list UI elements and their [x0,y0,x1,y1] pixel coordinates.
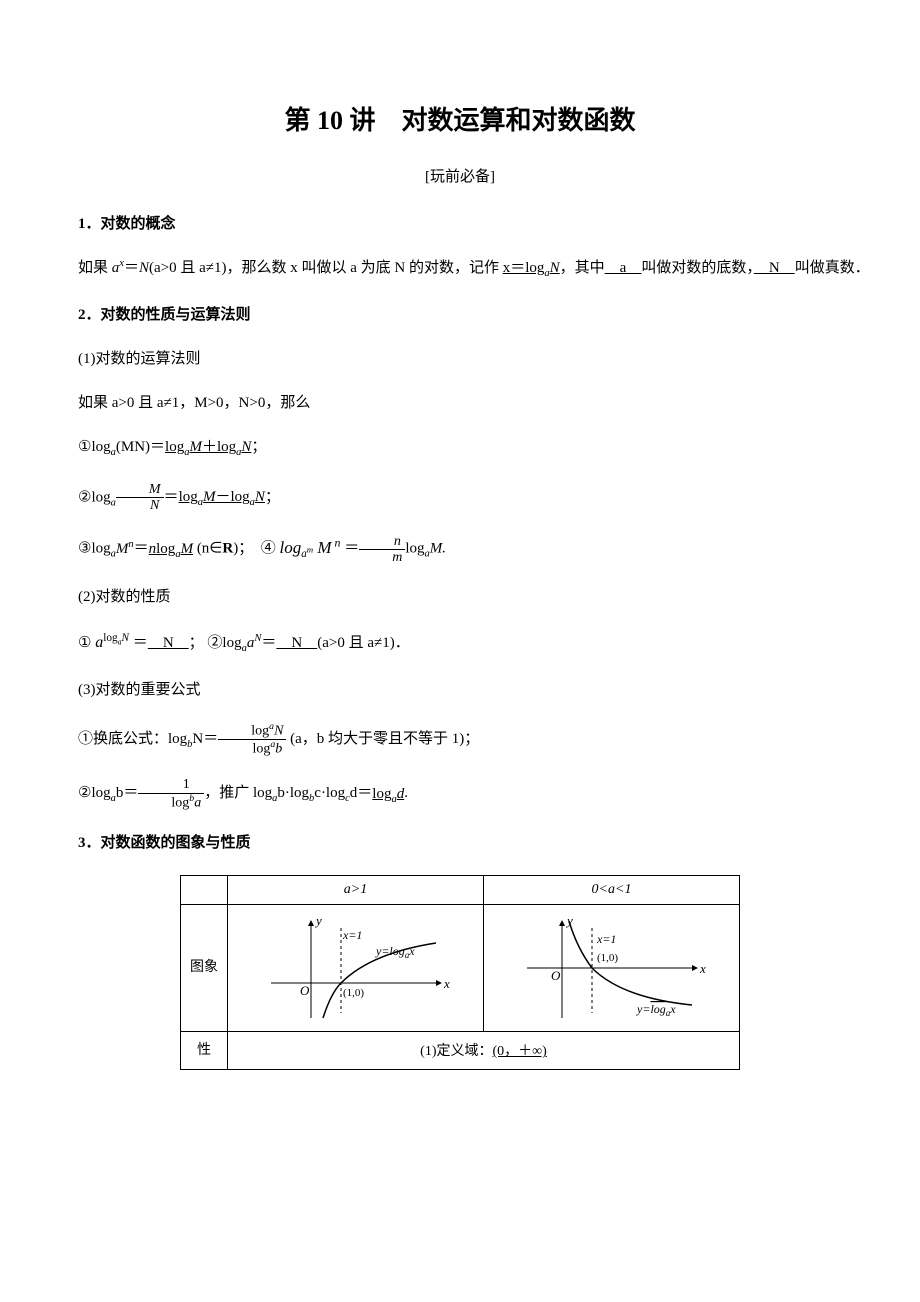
text: ③log [78,541,111,557]
section-3-heading: 3．对数函数的图象与性质 [48,831,872,855]
svg-text:x=1: x=1 [342,928,362,942]
text: N [148,635,189,651]
text: (a>0 且 a≠1)． [317,635,410,651]
text: 叫做对数的底数， [641,260,754,276]
text: (a，b 均大于零且不等于 1)； [286,731,479,747]
page-title: 第 10 讲 对数运算和对数函数 [48,100,872,137]
svg-text:(1,0): (1,0) [597,952,618,964]
text: (MN)＝ [116,439,165,455]
text: ＝ [164,489,179,505]
text: log [217,439,236,455]
text: ； [251,439,266,455]
graph-cell-decreasing: y x O x=1 (1,0) y=logax [484,904,740,1031]
text: 如果 [78,260,112,276]
table-header-col1: a>1 [228,875,484,904]
text: 叫做真数． [795,260,870,276]
svg-text:y=logax: y=logax [636,1002,676,1018]
table-header-col2: 0<a<1 [484,875,740,904]
text: ，推广 log [204,786,272,802]
text: log [156,541,175,557]
svg-text:x=1: x=1 [596,932,616,946]
text: c·log [314,786,345,802]
rule-3-4: ③logaMn＝nlogaM (n∈R)； ④ logam M n ＝nmlog… [48,533,872,565]
text: ②log [78,786,111,802]
text: ＝ [261,635,276,651]
row-label-properties: 性 [181,1031,228,1069]
formula-1: ①换底公式：logbN＝logaNlogab (a，b 均大于零且不等于 1)； [48,722,872,757]
text: log [165,439,184,455]
text: ＝ [134,541,149,557]
svg-text:y: y [314,913,322,928]
svg-text:y=logax: y=logax [375,944,415,960]
table-row: a>1 0<a<1 [181,875,740,904]
rule-2: ②logaMN＝logaM－logaN； [48,482,872,514]
svg-text:x: x [699,961,706,976]
svg-text:(1,0): (1,0) [343,987,364,999]
svg-text:O: O [300,983,310,998]
section-2-condition: 如果 a>0 且 a≠1，M>0，N>0，那么 [48,391,872,415]
text: )； [233,541,253,557]
properties-table: a>1 0<a<1 图象 [180,875,740,1070]
text: b＝ [116,786,139,802]
text: ＝ [129,635,148,651]
text: (n∈ [193,541,222,557]
text: ①换底公式：log [78,731,187,747]
table-row: 性 (1)定义域：(0，＋∞) [181,1031,740,1069]
document-page: 第 10 讲 对数运算和对数函数 [玩前必备] 1．对数的概念 如果 ax＝N(… [0,0,920,1302]
text: x＝log [503,260,545,276]
formula-2: ②logab＝1logba，推广 logab·logbc·logcd＝logad… [48,777,872,810]
domain-cell: (1)定义域：(0，＋∞) [228,1031,740,1069]
text: M. [430,541,446,557]
graph-cell-increasing: y x O x=1 y=logax (1,0) [228,904,484,1031]
text: N [754,260,795,276]
text: － [215,489,230,505]
text: N＝ [192,731,218,747]
text: ，其中 [560,260,605,276]
text: log [405,541,424,557]
table-cell-empty [181,875,228,904]
text: ②log [78,489,111,505]
section-2-sub2: (2)对数的性质 [48,585,872,609]
log-graph-decreasing: y x O x=1 (1,0) y=logax [507,913,717,1023]
section-1-body: 如果 ax＝N(a>0 且 a≠1)，那么数 x 叫做以 a 为底 N 的对数，… [48,256,872,283]
text: ④ [261,541,280,557]
text: ； [265,489,280,505]
text: ① [78,635,95,651]
section-2-sub1: (1)对数的运算法则 [48,347,872,371]
row-label-graph: 图象 [181,904,228,1031]
text: (0，＋∞) [493,1044,547,1059]
property-1-2: ① alogaN ＝ N ； ②logaaN＝ N (a>0 且 a≠1)． [48,629,872,658]
svg-text:x: x [443,976,450,991]
text: log [231,489,250,505]
text: . [404,786,408,802]
text: N [550,260,560,276]
text: R [222,541,233,557]
text: ＝ [340,541,359,557]
text: N [276,635,317,651]
text: a [605,260,642,276]
text: d＝ [350,786,373,802]
text: log [372,786,391,802]
section-2-heading: 2．对数的性质与运算法则 [48,303,872,327]
text: (1)定义域： [420,1044,492,1059]
svg-text:y: y [565,913,573,928]
rule-1: ①loga(MN)＝logaM＋logaN； [48,435,872,462]
svg-text:O: O [551,968,561,983]
section-2-sub3: (3)对数的重要公式 [48,678,872,702]
text: b·log [277,786,309,802]
text: ＋ [202,439,217,455]
section-1-heading: 1．对数的概念 [48,212,872,236]
text: ①log [78,439,111,455]
text: (a>0 且 a≠1)，那么数 x 叫做以 a 为底 N 的对数，记作 [149,260,503,276]
text: log [179,489,198,505]
log-graph-increasing: y x O x=1 y=logax (1,0) [251,913,461,1023]
table-row: 图象 y x [181,904,740,1031]
text: ； ②log [189,635,242,651]
page-subtitle: [玩前必备] [48,165,872,186]
